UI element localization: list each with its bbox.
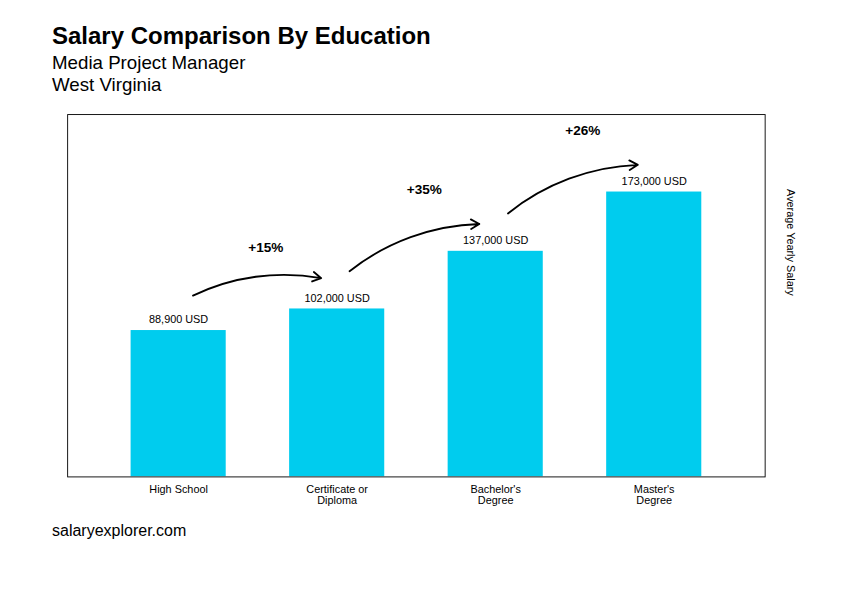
- html-text:Media Project Manager: Media Project Manager: [52, 52, 246, 73]
- svg-text:+26%: +26%: [565, 123, 600, 138]
- svg-text:102,000 USD: 102,000 USD: [305, 292, 370, 304]
- svg-text:Average Yearly Salary: Average Yearly Salary: [785, 189, 797, 296]
- svg-text:Bachelor'sDegree: Bachelor'sDegree: [470, 483, 521, 506]
- svg-text:+15%: +15%: [248, 240, 283, 255]
- html-text:Salary Comparison By Education: Salary Comparison By Education: [52, 22, 431, 49]
- svg-text:137,000 USD: 137,000 USD: [463, 234, 528, 246]
- html-text:West Virginia: West Virginia: [52, 74, 162, 95]
- html-text:salaryexplorer.com: salaryexplorer.com: [52, 521, 187, 539]
- svg-text:88,900 USD: 88,900 USD: [149, 313, 208, 325]
- svg-text:173,000 USD: 173,000 USD: [622, 175, 687, 187]
- svg-text:High School: High School: [149, 483, 208, 495]
- svg-text:Master'sDegree: Master'sDegree: [634, 483, 675, 506]
- svg-text:Certificate orDiploma: Certificate orDiploma: [306, 483, 368, 506]
- svg-text:+35%: +35%: [407, 182, 442, 197]
